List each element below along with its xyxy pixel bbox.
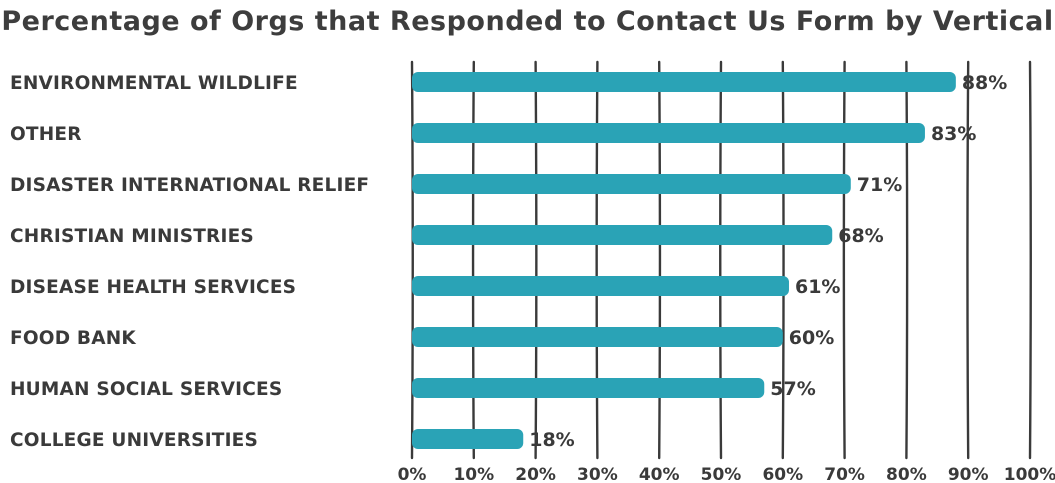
gridline-90 [966, 60, 970, 460]
x-tick-label: 0% [398, 465, 427, 483]
bar-3 [412, 225, 833, 245]
bar-7 [412, 429, 524, 449]
value-labels: 88% 83% 71% 68% 61% 60% 57% 18% [529, 72, 1007, 451]
category-label: OTHER [10, 124, 82, 145]
bars [412, 72, 956, 449]
x-tick-label: 50% [701, 465, 742, 483]
bar-6 [412, 378, 765, 398]
x-tick-label: 80% [886, 465, 927, 483]
category-label: DISEASE HEALTH SERVICES [10, 277, 296, 298]
bar-1 [412, 123, 925, 143]
x-tick-label: 10% [453, 465, 494, 483]
category-label: ENVIRONMENTAL WILDLIFE [10, 73, 298, 94]
gridline-20 [534, 60, 538, 460]
category-label: FOOD BANK [10, 328, 136, 349]
gridline-50 [719, 60, 723, 460]
gridline-10 [471, 60, 475, 460]
chart-title: Percentage of Orgs that Responded to Con… [1, 6, 1054, 37]
x-axis-tick-labels: 0% 10% 20% 30% 40% 50% 60% 70% 80% 90% 100% [398, 465, 1055, 483]
category-label: HUMAN SOCIAL SERVICES [10, 379, 282, 400]
gridline-30 [595, 60, 599, 460]
gridline-80 [905, 60, 909, 460]
value-label: 60% [789, 327, 834, 349]
x-tick-label: 70% [824, 465, 865, 483]
category-label: CHRISTIAN MINISTRIES [10, 226, 254, 247]
category-label: COLLEGE UNIVERSITIES [10, 430, 258, 451]
bar-0 [412, 72, 956, 92]
bar-4 [412, 276, 789, 296]
value-label: 83% [931, 123, 976, 145]
x-tick-label: 40% [639, 465, 680, 483]
x-tick-label: 60% [762, 465, 803, 483]
x-tick-label: 100% [1004, 465, 1055, 483]
category-label: DISASTER INTERNATIONAL RELIEF [10, 175, 369, 196]
value-label: 68% [838, 225, 883, 247]
x-tick-label: 90% [948, 465, 989, 483]
bar-5 [412, 327, 783, 347]
value-label: 61% [795, 276, 840, 298]
gridline-70 [842, 60, 846, 460]
category-labels: ENVIRONMENTAL WILDLIFE OTHER DISASTER INTE… [10, 73, 369, 451]
value-label: 88% [962, 72, 1007, 94]
bar-2 [412, 174, 851, 194]
gridline-100 [1028, 60, 1032, 460]
x-tick-label: 30% [577, 465, 618, 483]
value-label: 18% [529, 429, 574, 451]
gridline-60 [781, 60, 785, 460]
value-label: 57% [770, 378, 815, 400]
value-label: 71% [857, 174, 902, 196]
x-tick-label: 20% [515, 465, 556, 483]
gridline-40 [658, 60, 662, 460]
gridline-0 [410, 60, 414, 460]
gridlines [410, 60, 1032, 460]
